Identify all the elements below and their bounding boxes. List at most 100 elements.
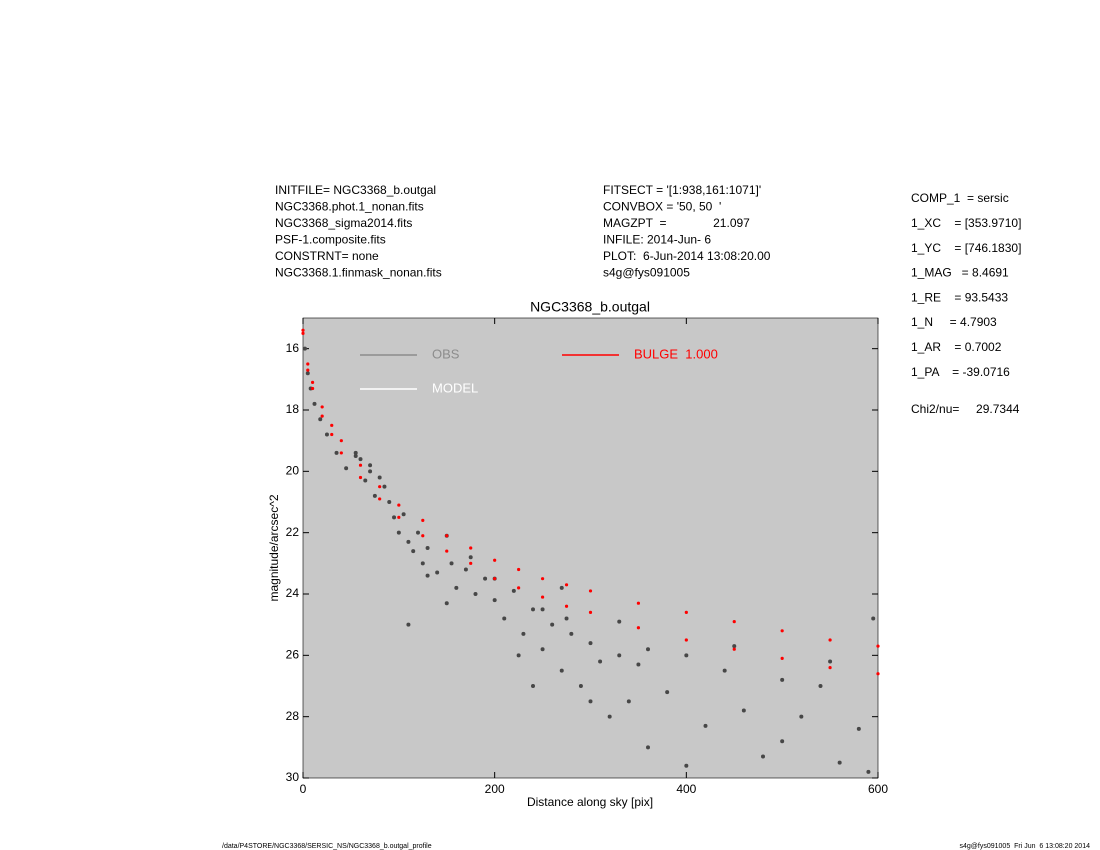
data-point (856, 726, 861, 731)
data-point (454, 585, 459, 590)
data-point (492, 598, 497, 603)
fit-parameter: 1_YC = [746.1830] (911, 241, 1021, 255)
data-point (411, 549, 416, 554)
data-point (828, 666, 832, 670)
data-point (420, 561, 425, 566)
fit-parameter: 1_PA = -39.0716 (911, 365, 1010, 379)
data-point (416, 530, 420, 535)
data-point (445, 534, 449, 538)
data-point (463, 567, 468, 572)
data-point (646, 647, 650, 652)
info-line: INITFILE= NGC3368_b.outgal (275, 183, 436, 197)
data-point (483, 576, 488, 581)
info-line: CONVBOX = '50, 50 ' (603, 200, 721, 214)
footer-left: /data/P4STORE/NGC3368/SERSIC_NS/NGC3368_… (222, 843, 432, 850)
data-point (588, 589, 593, 593)
data-point (598, 659, 603, 664)
info-line: MAGZPT = 21.097 (603, 216, 750, 230)
data-point (421, 534, 425, 538)
data-point (406, 622, 411, 627)
data-point (517, 567, 521, 572)
data-point (818, 684, 823, 688)
data-point (330, 423, 334, 427)
data-point (306, 362, 310, 366)
data-point (444, 601, 449, 606)
data-point (607, 714, 612, 719)
data-point (305, 371, 310, 376)
data-point (626, 699, 631, 704)
data-point (473, 592, 478, 596)
data-point (559, 668, 564, 673)
data-point (780, 629, 784, 633)
data-point (828, 638, 832, 642)
x-tick-label: 200 (485, 782, 505, 796)
data-point (569, 631, 574, 636)
fit-parameter: 1_XC = [353.9710] (911, 216, 1021, 230)
data-point (493, 577, 497, 581)
data-point (828, 659, 833, 664)
data-point (406, 539, 411, 544)
data-point (469, 561, 473, 565)
data-point (866, 769, 871, 774)
data-point (396, 530, 401, 535)
y-tick-label: 20 (286, 464, 300, 478)
data-point (741, 708, 746, 713)
data-point (799, 714, 804, 719)
data-point (871, 616, 876, 621)
data-point (517, 586, 521, 590)
data-point (493, 558, 497, 562)
data-point (301, 328, 305, 332)
y-tick-label: 22 (286, 525, 300, 539)
data-point (531, 684, 535, 688)
y-tick-label: 30 (286, 770, 300, 784)
data-point (363, 478, 368, 483)
data-point (876, 644, 880, 648)
data-point (684, 763, 689, 768)
info-line: NGC3368.1.finmask_nonan.fits (275, 266, 442, 280)
data-point (469, 546, 473, 550)
data-point (339, 439, 343, 443)
data-point (387, 500, 392, 504)
info-line: INFILE: 2014-Jun- 6 (603, 233, 711, 247)
data-point (684, 653, 689, 658)
chart-title: NGC3368_b.outgal (530, 299, 650, 315)
data-point (353, 450, 358, 455)
data-point (378, 485, 382, 489)
x-tick-label: 600 (868, 782, 888, 796)
data-point (320, 414, 324, 418)
data-point (761, 754, 765, 759)
data-point (521, 631, 526, 636)
info-line: NGC3368_sigma2014.fits (275, 216, 412, 230)
data-point (468, 555, 473, 560)
data-point (578, 684, 583, 688)
data-point (564, 583, 569, 587)
data-point (636, 626, 641, 630)
data-point (732, 644, 737, 649)
data-point (780, 656, 784, 661)
info-line: FITSECT = '[1:938,161:1071]' (603, 183, 761, 197)
data-point (511, 588, 516, 593)
chi2: Chi2/nu= 29.7344 (911, 402, 1020, 416)
data-point (320, 405, 324, 409)
data-point (368, 469, 373, 474)
data-point (330, 432, 334, 437)
data-point (502, 616, 507, 621)
plot-area (302, 317, 879, 779)
legend-label: MODEL (432, 380, 478, 395)
data-point (876, 672, 880, 676)
data-point (837, 760, 842, 765)
data-point (301, 331, 305, 335)
data-point (550, 622, 555, 627)
data-point (703, 723, 708, 728)
data-point (358, 457, 363, 462)
data-point (684, 638, 688, 642)
data-point (684, 610, 688, 615)
legend-label: BULGE 1.000 (634, 346, 718, 361)
legend-label: OBS (432, 346, 460, 361)
data-point (559, 585, 564, 590)
x-tick-label: 0 (300, 782, 307, 796)
data-point (445, 549, 449, 553)
data-point (344, 466, 349, 471)
